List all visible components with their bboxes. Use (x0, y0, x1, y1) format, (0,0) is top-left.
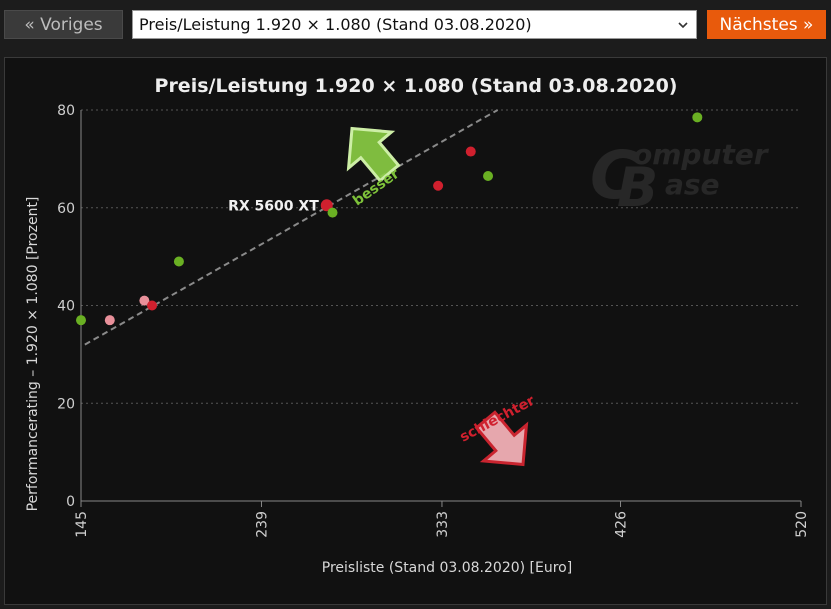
watermark-omputer: omputer (633, 138, 770, 171)
x-tick-label: 333 (435, 511, 451, 538)
data-point (465, 146, 476, 157)
x-tick-label: 426 (614, 511, 630, 538)
data-point (173, 256, 184, 267)
data-point (692, 112, 703, 123)
y-tick-label: 40 (57, 299, 75, 315)
watermark-c: C (590, 137, 638, 214)
data-point (320, 199, 333, 212)
x-tick-label: 239 (254, 511, 270, 538)
better-arrow-shape (346, 126, 401, 183)
y-tick-label: 60 (57, 201, 75, 217)
chart-select[interactable]: Preis/Leistung 1.920 × 1.080 (Stand 03.0… (132, 10, 697, 39)
y-tick-label: 20 (57, 396, 75, 412)
data-point (327, 207, 338, 218)
data-point (104, 315, 115, 326)
y-tick-label: 80 (57, 103, 75, 119)
data-point (147, 300, 158, 311)
worse-arrow (474, 410, 529, 467)
scatter-chart: Preis/Leistung 1.920 × 1.080 (Stand 03.0… (25, 75, 810, 576)
chart-panel: Preis/Leistung 1.920 × 1.080 (Stand 03.0… (4, 57, 827, 605)
next-button[interactable]: Nächstes » (707, 10, 826, 39)
data-point (433, 180, 444, 191)
data-point (483, 170, 494, 181)
x-axis-label: Preisliste (Stand 03.08.2020) [Euro] (322, 560, 572, 576)
watermark-ase: ase (665, 168, 720, 201)
data-point (139, 295, 150, 306)
previous-button[interactable]: « Voriges (4, 10, 123, 39)
better-arrow (346, 126, 401, 183)
computerbase-watermark: C B omputer ase (590, 137, 770, 219)
y-axis-label: Performancerating – 1.920 × 1.080 [Proze… (25, 197, 41, 512)
chevron-down-icon (678, 22, 688, 29)
trend-line (84, 109, 499, 346)
point-label: RX 5600 XT (228, 198, 319, 214)
y-tick-label: 0 (66, 494, 75, 510)
x-tick-label: 520 (794, 511, 810, 538)
navigation-bar: « Voriges Preis/Leistung 1.920 × 1.080 (… (0, 0, 831, 52)
worse-arrow-shape (474, 410, 529, 467)
data-point (76, 315, 86, 326)
chart-select-value: Preis/Leistung 1.920 × 1.080 (Stand 03.0… (139, 15, 532, 34)
chart-title: Preis/Leistung 1.920 × 1.080 (Stand 03.0… (155, 75, 678, 97)
watermark-b: B (617, 156, 658, 219)
x-tick-label: 145 (74, 511, 90, 538)
